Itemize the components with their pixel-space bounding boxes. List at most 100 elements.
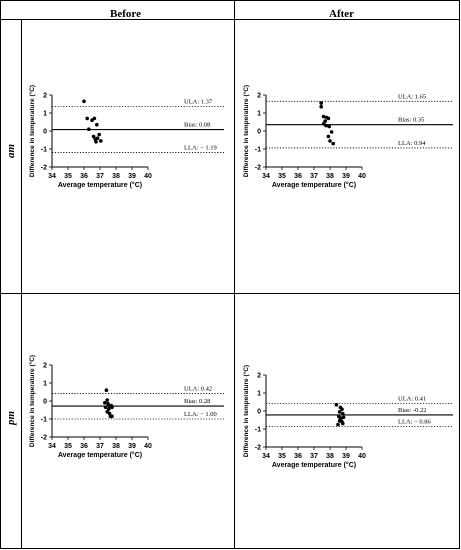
y-tick-label: 2: [257, 93, 261, 100]
data-point: [326, 134, 331, 139]
y-tick-label: 1: [257, 111, 261, 118]
x-tick-label: 35: [278, 173, 286, 180]
x-tick-label: 40: [144, 173, 152, 180]
x-tick-label: 40: [358, 173, 366, 180]
x-tick-label: 39: [128, 443, 136, 450]
row-label-am: am: [5, 143, 17, 159]
x-tick-label: 34: [262, 173, 270, 180]
y-tick-label: 1: [257, 391, 261, 398]
x-tick-label: 38: [326, 173, 334, 180]
data-point: [107, 407, 111, 411]
row-label-pm: pm: [5, 410, 17, 426]
data-point: [331, 141, 335, 146]
x-tick-label: 39: [128, 173, 136, 180]
y-tick-label: -2: [41, 165, 47, 172]
x-tick-label: 35: [278, 453, 286, 460]
y-tick-label: -2: [255, 445, 261, 452]
x-tick-label: 38: [112, 173, 120, 180]
plot-am-before: -2 -1 0 1 2 34 35 36 37 38 39 40 ULA: 1.37 Bias: 0.08…: [28, 85, 224, 189]
x-tick-label: 37: [96, 173, 104, 180]
x-tick-label: 39: [342, 173, 350, 180]
data-point: [92, 116, 97, 121]
line-label: Bias: 0.08: [184, 122, 210, 129]
y-tick-label: 0: [257, 129, 261, 136]
y-tick-label: 0: [43, 129, 47, 136]
data-point: [319, 101, 323, 105]
x-tick-label: 35: [64, 443, 72, 450]
y-tick-label: -1: [41, 147, 47, 154]
x-tick-label: 35: [64, 173, 72, 180]
data-point: [97, 132, 101, 137]
y-tick-label: 2: [43, 93, 47, 100]
x-tick-label: 36: [80, 443, 88, 450]
x-tick-label: 37: [310, 173, 318, 180]
x-axis-label: Average temperature (°C): [272, 461, 356, 469]
line-label: Bias: 0.35: [398, 117, 424, 124]
data-point: [334, 402, 339, 407]
x-axis-label: Average temperature (°C): [58, 181, 142, 189]
x-tick-label: 37: [310, 453, 318, 460]
data-point: [95, 122, 99, 127]
data-point: [329, 130, 334, 134]
header-before: Before: [110, 8, 141, 20]
line-label: ULA: 1.37: [184, 98, 213, 105]
x-tick-label: 38: [326, 453, 334, 460]
y-axis-label: Difference in temperature (°C): [242, 365, 250, 457]
y-tick-label: -2: [255, 165, 261, 172]
line-label: LLA: − 1.19: [184, 144, 217, 151]
data-point: [91, 134, 96, 139]
x-tick-label: 36: [294, 453, 302, 460]
data-point: [99, 139, 103, 143]
y-axis-label: Difference in temperature (°C): [28, 355, 36, 447]
line-label: ULA: 0.41: [398, 396, 426, 403]
x-tick-label: 36: [294, 173, 302, 180]
data-point: [338, 417, 343, 421]
x-tick-label: 34: [262, 453, 270, 460]
y-tick-label: -1: [41, 417, 47, 424]
data-point: [94, 140, 98, 144]
data-point: [326, 116, 331, 121]
y-tick-label: 0: [43, 399, 47, 406]
data-point: [107, 411, 112, 416]
plot-pm-before: -2 -1 0 1 2 34 35 36 37 38 39 40 ULA: 0.42 Bias: 0.28…: [28, 355, 224, 459]
x-tick-label: 39: [342, 453, 350, 460]
data-point: [82, 99, 86, 104]
data-point: [324, 123, 328, 128]
y-tick-label: -1: [255, 427, 261, 434]
data-point: [87, 127, 91, 131]
data-point: [319, 104, 323, 109]
line-label: ULA: 0.42: [184, 385, 212, 392]
x-tick-label: 38: [112, 443, 120, 450]
data-point: [328, 139, 332, 143]
x-tick-label: 36: [80, 173, 88, 180]
plot-pm-after: -2 -1 0 1 2 34 35 36 37 38 39 40 ULA: 0.41 Bias: -0.2…: [242, 365, 453, 469]
data-point: [110, 414, 114, 419]
data-point: [341, 411, 345, 416]
data-point: [321, 114, 326, 119]
y-tick-label: 2: [257, 373, 261, 380]
y-axis-label: Difference in temperature (°C): [242, 85, 250, 177]
data-point: [341, 421, 345, 426]
data-point: [103, 401, 107, 405]
y-tick-label: -2: [41, 435, 47, 442]
header-after: After: [329, 8, 355, 20]
plot-am-after: -2 -1 0 1 2 34 35 36 37 38 39 40 ULA: 1.65 Bias: 0.35…: [242, 85, 453, 189]
data-point: [105, 398, 109, 402]
y-tick-label: 1: [43, 111, 47, 118]
y-tick-label: -1: [255, 147, 261, 154]
line-label: LLA: − 1.00: [184, 411, 217, 418]
x-tick-label: 34: [48, 173, 56, 180]
data-point: [85, 116, 89, 121]
data-point: [103, 405, 108, 410]
y-axis-label: Difference in temperature (°C): [28, 85, 36, 177]
data-point: [336, 422, 340, 427]
data-point: [327, 124, 331, 129]
y-tick-label: 1: [43, 381, 47, 388]
x-axis-label: Average temperature (°C): [58, 451, 142, 459]
data-point: [106, 401, 110, 406]
data-point: [104, 388, 109, 392]
x-axis-label: Average temperature (°C): [272, 181, 356, 189]
y-tick-label: 0: [257, 409, 261, 416]
x-tick-label: 40: [144, 443, 152, 450]
